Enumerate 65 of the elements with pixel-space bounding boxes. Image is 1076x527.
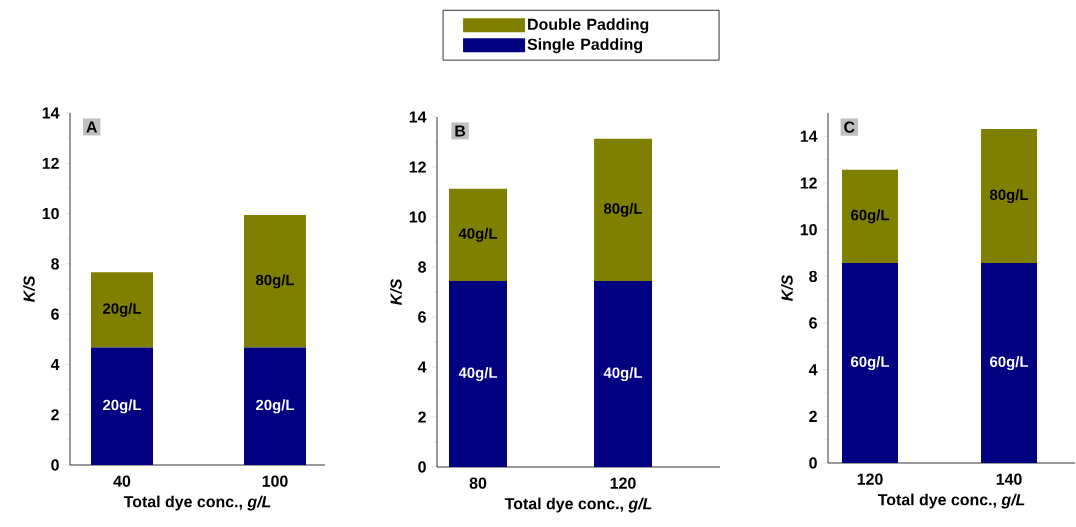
bar	[981, 263, 1038, 463]
annotation: 20g/L	[256, 399, 295, 414]
y-tick-label: 10	[42, 207, 59, 220]
bar	[244, 347, 306, 465]
x-tick-label: 40	[113, 475, 131, 487]
y-tick-label: 0	[51, 459, 59, 471]
y-tick-label: 0	[809, 457, 817, 469]
annotation: 60g/L	[851, 209, 890, 224]
y-tick-label: 10	[800, 224, 817, 236]
annotation: C	[844, 121, 855, 133]
y-tick-label: 4	[417, 361, 427, 373]
y-axis-title: K/S	[781, 274, 793, 301]
y-tick-label: 14	[42, 107, 60, 119]
annotation: 80g/L	[255, 274, 295, 289]
annotation: A	[86, 121, 98, 133]
x-tick-label: 120	[857, 473, 883, 485]
annotation: 80g/L	[989, 189, 1029, 204]
bar	[449, 188, 507, 281]
y-tick-label: 8	[418, 261, 426, 273]
bar	[91, 272, 153, 348]
annotation: 20g/L	[103, 302, 142, 317]
annotation: B	[455, 125, 466, 137]
y-tick-label: 6	[51, 308, 59, 320]
y-tick-label: 4	[808, 364, 818, 376]
bar	[594, 281, 653, 467]
bar	[244, 215, 306, 348]
annotation: 60g/L	[851, 356, 890, 371]
y-axis-title: K/S	[23, 275, 35, 302]
y-tick-label: 12	[800, 177, 817, 189]
y-tick-label: 8	[809, 270, 818, 282]
bar	[981, 129, 1038, 264]
x-axis-title: Total dye conc., g/L	[123, 495, 271, 511]
annotation: 40g/L	[458, 367, 498, 381]
y-tick-label: 2	[418, 411, 426, 423]
x-tick-label: 140	[996, 473, 1022, 485]
y-tick-label: 2	[809, 410, 817, 422]
bar	[842, 263, 899, 463]
legend-label: Single Padding	[527, 38, 643, 54]
annotation: 20g/L	[103, 399, 142, 414]
y-tick-label: 6	[418, 311, 426, 323]
bar	[449, 281, 507, 467]
annotation: 40g/L	[603, 367, 643, 381]
y-tick-label: 6	[809, 317, 817, 329]
y-tick-label: 14	[409, 111, 427, 123]
annotation: 40g/L	[458, 227, 498, 242]
annotation: 80g/L	[603, 202, 643, 217]
y-tick-label: 12	[409, 161, 426, 173]
legend-label: Double Padding	[528, 18, 649, 34]
y-tick-label: 8	[51, 258, 59, 270]
bar	[842, 169, 899, 264]
x-axis-title: Total dye conc., g/L	[877, 493, 1025, 509]
x-tick-label: 80	[469, 477, 487, 489]
bar	[594, 138, 653, 281]
x-axis-title: Total dye conc., g/L	[504, 497, 652, 513]
x-tick-label: 120	[610, 477, 636, 489]
y-tick-label: 2	[51, 409, 59, 421]
y-axis-title: K/S	[390, 278, 402, 305]
y-tick-label: 14	[800, 130, 818, 142]
annotation: 60g/L	[990, 356, 1029, 371]
y-tick-label: 0	[418, 461, 426, 473]
y-tick-label: 4	[50, 358, 60, 370]
x-tick-label: 100	[262, 475, 288, 487]
bar	[91, 347, 153, 465]
y-tick-label: 10	[409, 211, 426, 223]
y-tick-label: 12	[42, 157, 59, 169]
